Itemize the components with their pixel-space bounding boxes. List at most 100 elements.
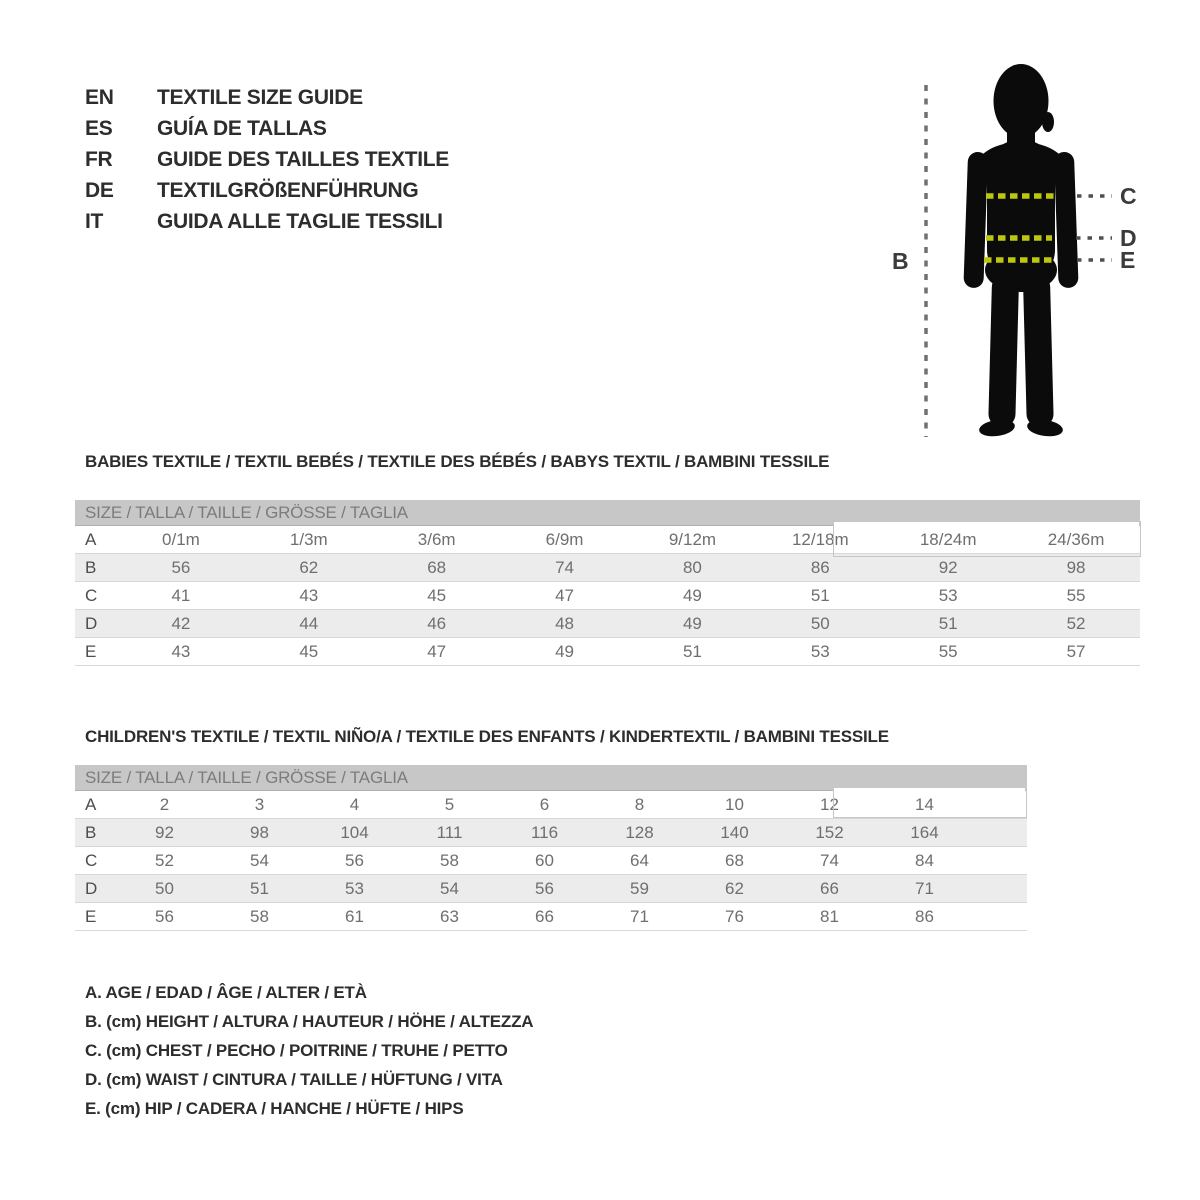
table-row-a: A 0/1m 1/3m 3/6m 6/9m 9/12m 12/18m 18/24m 24/36m <box>75 526 1140 554</box>
table-cell: 49 <box>682 586 702 605</box>
language-row-it: IT GUIDA ALLE TAGLIE TESSILI <box>85 206 449 237</box>
language-code: FR <box>85 147 113 171</box>
table-cell: 52 <box>155 851 174 870</box>
legend-line-height: B. (cm) HEIGHT / ALTURA / HAUTEUR / HÖHE… <box>85 1012 534 1031</box>
children-selected-size-highlight <box>833 787 1027 818</box>
babies-size-table: SIZE / TALLA / TAILLE / GRÖSSE / TAGLIA A… <box>75 500 1140 666</box>
babies-section-title: BABIES TEXTILE / TEXTIL BEBÉS / TEXTILE … <box>85 452 830 471</box>
table-cell: 80 <box>682 558 702 577</box>
guide-title-fr: GUIDE DES TAILLES TEXTILE <box>157 147 449 171</box>
table-row-c: C 52 54 56 58 60 64 68 74 84 <box>75 847 1027 875</box>
hip-label: E <box>1120 247 1135 273</box>
table-cell: 51 <box>810 586 830 605</box>
table-cell: 4 <box>349 795 360 814</box>
children-section-title: CHILDREN'S TEXTILE / TEXTIL NIÑO/A / TEX… <box>85 727 889 746</box>
table-cell: 60 <box>535 851 554 870</box>
legend-line-chest: C. (cm) CHEST / PECHO / POITRINE / TRUHE… <box>85 1041 508 1060</box>
language-row-fr: FR GUIDE DES TAILLES TEXTILE <box>85 144 449 175</box>
table-cell: 116 <box>530 823 559 842</box>
table-cell: 68 <box>427 558 447 577</box>
table-cell: 47 <box>427 642 447 661</box>
table-cell: 24/36m <box>1047 530 1105 549</box>
table-cell: 81 <box>820 907 839 926</box>
row-label: D <box>85 879 98 898</box>
table-cell: 68 <box>725 851 744 870</box>
table-row-e: E 56 58 61 63 66 71 76 81 86 <box>75 903 1027 931</box>
size-table-header: SIZE / TALLA / TAILLE / GRÖSSE / TAGLIA <box>75 765 1027 791</box>
table-cell: 86 <box>810 558 830 577</box>
table-cell: 59 <box>630 879 649 898</box>
table-cell: 12/18m <box>791 530 849 549</box>
table-cell: 53 <box>938 586 958 605</box>
table-cell: 5 <box>444 795 455 814</box>
language-code: DE <box>85 178 114 202</box>
table-cell: 50 <box>810 614 830 633</box>
child-silhouette-figure: B C D E <box>892 64 1137 437</box>
table-cell: 56 <box>345 851 364 870</box>
table-cell: 52 <box>1066 614 1086 633</box>
table-cell: 92 <box>938 558 958 577</box>
table-cell: 104 <box>340 823 369 842</box>
table-cell: 6 <box>539 795 550 814</box>
language-row-en: EN TEXTILE SIZE GUIDE <box>85 82 449 113</box>
row-label: E <box>85 907 97 926</box>
table-cell: 164 <box>910 823 939 842</box>
table-cell: 8 <box>634 795 645 814</box>
table-row-e: E 43 45 47 49 51 53 55 57 <box>75 638 1140 666</box>
table-cell: 66 <box>820 879 839 898</box>
table-cell: 62 <box>299 558 319 577</box>
table-cell: 43 <box>171 642 191 661</box>
table-cell: 49 <box>555 642 575 661</box>
language-row-de: DE TEXTILGRÖßENFÜHRUNG <box>85 175 449 206</box>
table-cell: 74 <box>820 851 839 870</box>
row-label: D <box>85 614 98 633</box>
table-cell: 9/12m <box>668 530 717 549</box>
table-cell: 50 <box>155 879 174 898</box>
table-cell: 56 <box>171 558 191 577</box>
table-cell: 53 <box>345 879 364 898</box>
table-cell: 84 <box>915 851 934 870</box>
language-code: IT <box>85 209 104 233</box>
waist-label: D <box>1120 225 1137 251</box>
table-cell: 66 <box>535 907 554 926</box>
table-cell: 48 <box>555 614 575 633</box>
table-cell: 140 <box>720 823 749 842</box>
table-cell: 12 <box>820 795 839 814</box>
language-code: EN <box>85 85 114 109</box>
table-row-b: B 92 98 104 111 116 128 140 152 164 <box>75 819 1027 847</box>
table-cell: 71 <box>915 879 934 898</box>
legend-line-hip: E. (cm) HIP / CADERA / HANCHE / HÜFTE / … <box>85 1099 464 1118</box>
babies-selected-size-highlight <box>833 521 1141 557</box>
table-cell: 45 <box>299 642 319 661</box>
table-cell: 14 <box>915 795 934 814</box>
table-cell: 2 <box>159 795 170 814</box>
measurement-legend: A. AGE / EDAD / ÂGE / ALTER / ETÀ B. (cm… <box>85 978 534 1123</box>
children-highlight-mask <box>834 788 1025 792</box>
guide-title-en: TEXTILE SIZE GUIDE <box>157 85 363 109</box>
language-code: ES <box>85 116 113 140</box>
table-cell: 0/1m <box>162 530 200 549</box>
table-cell: 3/6m <box>417 530 456 549</box>
language-row-es: ES GUÍA DE TALLAS <box>85 113 449 144</box>
table-cell: 45 <box>427 586 447 605</box>
child-silhouette <box>963 64 1079 437</box>
table-row-b: B 56 62 68 74 80 86 92 98 <box>75 554 1140 582</box>
table-cell: 51 <box>938 614 958 633</box>
table-cell: 3 <box>254 795 265 814</box>
row-label: A <box>85 530 97 549</box>
table-cell: 47 <box>555 586 575 605</box>
guide-title-es: GUÍA DE TALLAS <box>157 116 327 140</box>
row-label: C <box>85 851 98 870</box>
table-cell: 57 <box>1066 642 1086 661</box>
table-cell: 98 <box>250 823 269 842</box>
row-label: C <box>85 586 98 605</box>
table-cell: 54 <box>250 851 269 870</box>
table-cell: 46 <box>427 614 447 633</box>
row-label: A <box>85 795 97 814</box>
table-cell: 41 <box>171 586 191 605</box>
table-cell: 51 <box>682 642 702 661</box>
height-label: B <box>892 248 909 274</box>
row-label: B <box>85 823 97 842</box>
table-row-d: D 42 44 46 48 49 50 51 52 <box>75 610 1140 638</box>
